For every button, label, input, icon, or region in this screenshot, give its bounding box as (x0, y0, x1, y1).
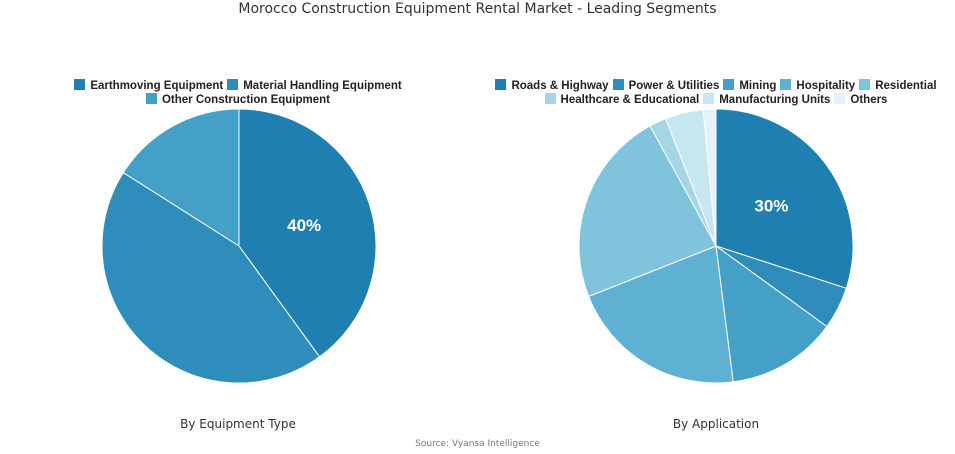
legend-label: Earthmoving Equipment (90, 80, 224, 92)
legend-swatch (544, 93, 556, 104)
source-note: Source: Vyansa Intelligence (415, 439, 540, 449)
legend-entry: Manufacturing Units (703, 93, 830, 107)
legend-swatch (859, 79, 871, 90)
legend-equipment-type: Earthmoving Equipment Material Handling E… (38, 79, 438, 107)
legend-swatch (74, 79, 86, 90)
legend-entry: Material Handling Equipment (227, 79, 402, 93)
legend-swatch (723, 79, 735, 90)
legend-entry: Mining (723, 79, 776, 93)
legend-entry: Others (834, 93, 887, 107)
subtitle-application: By Application (672, 417, 760, 431)
data-label: 30% (754, 197, 788, 216)
legend-entry: Healthcare & Educational (544, 93, 700, 107)
pie-slice-other-construction-equipment (122, 108, 240, 247)
legend-swatch (495, 79, 507, 90)
pie-slice-hospitality (587, 245, 734, 384)
legend-entry: Other Construction Equipment (145, 93, 331, 107)
legend-label: Residential (875, 80, 937, 92)
legend-label: Healthcare & Educational (560, 94, 700, 106)
legend-entry: Residential (859, 79, 937, 93)
legend-swatch (834, 93, 846, 104)
chart-title: Morocco Construction Equipment Rental Ma… (238, 1, 717, 17)
legend-label: Hospitality (796, 80, 856, 92)
legend-swatch (227, 79, 239, 90)
legend-swatch (145, 93, 157, 104)
legend-label: Power & Utilities (628, 80, 720, 92)
legend-entry: Hospitality (780, 79, 855, 93)
pie-slice-roads-highway (715, 108, 854, 289)
legend-label: Manufacturing Units (719, 94, 831, 106)
legend-label: Roads & Highway (511, 80, 609, 92)
pie-slice-material-handling-equipment (101, 171, 321, 384)
legend-swatch (780, 79, 792, 90)
subtitle-equipment-type: By Equipment Type (180, 417, 296, 431)
pie-slice-residential (578, 125, 717, 298)
legend-entry: Earthmoving Equipment (74, 79, 223, 93)
legend-application: Roads & Highway Power & Utilities Mining Ho… (488, 79, 944, 107)
legend-swatch (612, 79, 624, 90)
pie-slice-others (702, 108, 717, 247)
legend-entry: Power & Utilities (612, 79, 720, 93)
pie-slice-mining (715, 244, 828, 383)
legend-entry: Roads & Highway (495, 79, 609, 93)
pie-slice-earthmoving-equipment (238, 108, 377, 358)
legend-label: Material Handling Equipment (243, 80, 402, 92)
legend-label: Mining (739, 80, 777, 92)
legend-label: Other Construction Equipment (161, 94, 331, 106)
legend-swatch (703, 93, 715, 104)
data-label: 40% (287, 216, 321, 235)
legend-label: Others (850, 94, 888, 106)
